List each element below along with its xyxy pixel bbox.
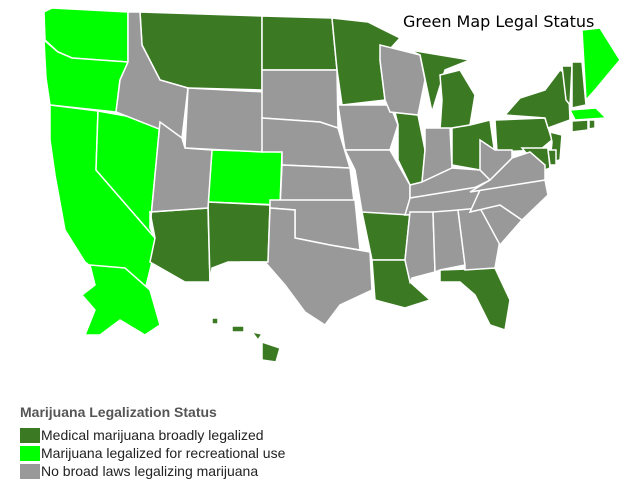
state-ut[interactable] xyxy=(149,120,213,229)
legend-label: No broad laws legalizing marijuana xyxy=(41,463,259,479)
state-shape[interactable] xyxy=(561,65,573,108)
state-id[interactable] xyxy=(115,11,189,140)
state-de[interactable] xyxy=(547,149,557,166)
state-shape[interactable] xyxy=(149,207,211,283)
state-hi[interactable] xyxy=(211,317,281,363)
state-ky[interactable] xyxy=(409,167,492,199)
state-shape[interactable] xyxy=(250,330,264,342)
legend-swatch xyxy=(20,463,40,479)
state-me[interactable] xyxy=(581,27,621,102)
state-nh[interactable] xyxy=(571,61,587,109)
state-shape[interactable] xyxy=(588,119,596,130)
state-ak[interactable] xyxy=(80,264,161,336)
legend-swatch xyxy=(20,427,40,443)
state-nm[interactable] xyxy=(207,201,271,283)
state-shape[interactable] xyxy=(207,149,283,206)
state-shape[interactable] xyxy=(337,104,399,151)
legend-item-none: No broad laws legalizing marijuana xyxy=(20,462,285,480)
state-shape[interactable] xyxy=(547,149,557,166)
state-co[interactable] xyxy=(207,149,283,206)
state-shape[interactable] xyxy=(207,201,271,283)
legend-label: Medical marijuana broadly legalized xyxy=(41,427,264,443)
state-wi[interactable] xyxy=(379,44,426,116)
state-shape[interactable] xyxy=(379,44,426,116)
state-shape[interactable] xyxy=(581,27,621,102)
legend-title: Marijuana Legalization Status xyxy=(20,404,217,420)
state-ia[interactable] xyxy=(337,104,399,151)
state-shape[interactable] xyxy=(261,15,338,71)
state-ma[interactable] xyxy=(568,107,608,121)
state-nd[interactable] xyxy=(261,15,338,71)
state-wv[interactable] xyxy=(479,138,513,182)
legend: Marijuana Legalization Status Medical ma… xyxy=(20,404,285,480)
state-shape[interactable] xyxy=(409,167,492,199)
state-shape[interactable] xyxy=(439,69,476,131)
state-shape[interactable] xyxy=(571,61,587,109)
state-shape[interactable] xyxy=(439,267,511,331)
state-wy[interactable] xyxy=(184,87,266,153)
state-az[interactable] xyxy=(149,207,211,283)
legend-item-recreational: Marijuana legalized for recreational use xyxy=(20,444,285,462)
state-shape[interactable] xyxy=(211,317,219,325)
state-al[interactable] xyxy=(432,209,466,274)
legend-swatch xyxy=(20,445,40,461)
state-shape[interactable] xyxy=(571,119,589,133)
state-shape[interactable] xyxy=(494,117,553,153)
state-shape[interactable] xyxy=(231,325,245,333)
state-shape[interactable] xyxy=(432,209,466,274)
map-title: Green Map Legal Status xyxy=(403,12,595,31)
state-shape[interactable] xyxy=(80,264,161,336)
state-shape[interactable] xyxy=(240,207,373,327)
state-shape[interactable] xyxy=(479,138,513,182)
state-shape[interactable] xyxy=(149,120,213,229)
state-ct[interactable] xyxy=(571,119,589,133)
state-fl[interactable] xyxy=(439,267,511,331)
state-shape[interactable] xyxy=(184,87,266,153)
state-vt[interactable] xyxy=(561,65,573,108)
legend-item-medical: Medical marijuana broadly legalized xyxy=(20,426,285,444)
state-pa[interactable] xyxy=(494,117,553,153)
state-tx[interactable] xyxy=(240,207,373,327)
state-ms[interactable] xyxy=(404,211,436,285)
legend-label: Marijuana legalized for recreational use xyxy=(41,445,286,461)
state-shape[interactable] xyxy=(568,107,608,121)
state-ri[interactable] xyxy=(588,119,596,130)
state-shape[interactable] xyxy=(261,340,281,363)
state-shape[interactable] xyxy=(115,11,189,140)
state-shape[interactable] xyxy=(404,211,436,285)
